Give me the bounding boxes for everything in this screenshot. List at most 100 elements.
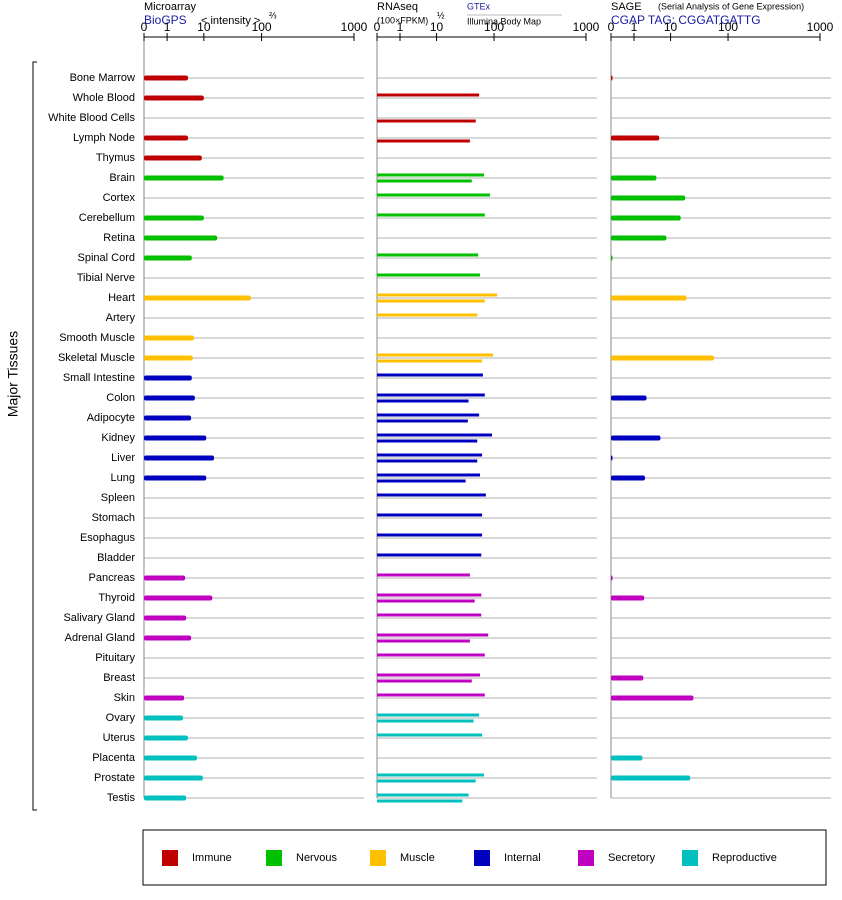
- x-tick-label: 0: [141, 20, 148, 34]
- axis-label: < intensity >: [201, 15, 260, 27]
- x-tick-label: 10: [197, 20, 211, 34]
- legend-label: Secretory: [608, 852, 656, 864]
- bar: [377, 613, 482, 617]
- bar: [377, 799, 463, 803]
- x-tick-label: 0: [374, 20, 381, 34]
- bar: [377, 533, 483, 537]
- bar: [144, 255, 192, 261]
- bar: [377, 633, 489, 637]
- bar: [377, 713, 480, 717]
- series-name: GTEx: [467, 1, 491, 11]
- bar: [144, 715, 183, 721]
- category-label: Cerebellum: [79, 212, 135, 224]
- legend-label: Muscle: [400, 852, 435, 864]
- category-label: White Blood Cells: [48, 112, 135, 124]
- bar: [611, 595, 645, 601]
- panel-title: RNAseq: [377, 1, 418, 13]
- bar: [144, 775, 203, 781]
- x-tick-label: 1000: [341, 20, 368, 34]
- x-tick-label: 100: [718, 20, 738, 34]
- bar: [144, 475, 207, 481]
- bar: [611, 575, 613, 581]
- bar: [144, 435, 207, 441]
- legend-label: Nervous: [296, 852, 337, 864]
- bar: [611, 755, 643, 761]
- bar: [377, 693, 485, 697]
- bar: [611, 295, 687, 301]
- axis-label: (100×FPKM): [377, 15, 428, 25]
- bar: [144, 455, 215, 461]
- bar: [377, 433, 492, 437]
- legend-label: Immune: [192, 852, 232, 864]
- bar: [377, 773, 485, 777]
- category-label: Pituitary: [95, 652, 135, 664]
- category-label: Colon: [106, 392, 135, 404]
- y-axis-label: Major Tissues: [5, 331, 21, 417]
- x-tick-label: 1: [164, 20, 171, 34]
- bar: [377, 493, 486, 497]
- legend-swatch: [682, 850, 698, 866]
- bar: [377, 173, 485, 177]
- bar: [144, 75, 188, 81]
- category-label: Adipocyte: [87, 412, 135, 424]
- category-label: Thyroid: [98, 592, 135, 604]
- bar: [377, 593, 482, 597]
- bar: [611, 215, 681, 221]
- bar: [377, 553, 482, 557]
- bar: [377, 353, 494, 357]
- bar: [377, 93, 480, 97]
- bar: [144, 375, 192, 381]
- bar: [377, 793, 469, 797]
- bar: [377, 679, 472, 683]
- panel-tag: CGAP TAG: CGGATGATTG: [611, 13, 761, 27]
- bar: [144, 235, 218, 241]
- bar: [611, 475, 646, 481]
- bar: [377, 459, 478, 463]
- bar: [377, 119, 476, 123]
- bar: [144, 95, 204, 101]
- category-label: Bone Marrow: [70, 72, 135, 84]
- bar: [611, 175, 657, 181]
- bar: [611, 135, 660, 141]
- category-label: Smooth Muscle: [59, 332, 135, 344]
- bar: [377, 573, 470, 577]
- x-tick-label: 1000: [807, 20, 834, 34]
- category-label: Skeletal Muscle: [58, 352, 135, 364]
- x-tick-label: 10: [664, 20, 678, 34]
- bar: [377, 273, 481, 277]
- bar: [377, 413, 480, 417]
- bar: [611, 455, 613, 461]
- x-tick-label: 1: [397, 20, 404, 34]
- bar: [611, 255, 613, 261]
- legend-swatch: [162, 850, 178, 866]
- axis-exponent: ⅔: [269, 10, 277, 20]
- bar: [377, 179, 472, 183]
- bar: [377, 373, 483, 377]
- x-tick-label: 100: [252, 20, 272, 34]
- category-label: Heart: [108, 292, 135, 304]
- category-label: Lung: [111, 472, 135, 484]
- category-label: Cortex: [103, 192, 136, 204]
- bar: [144, 635, 192, 641]
- bar: [377, 393, 485, 397]
- bar: [611, 355, 715, 361]
- bar: [144, 135, 188, 141]
- bar: [377, 293, 498, 297]
- bar: [144, 795, 187, 801]
- bar: [611, 195, 686, 201]
- bar: [377, 399, 469, 403]
- bar: [377, 359, 483, 363]
- bar: [377, 193, 490, 197]
- panel-title: Microarray: [144, 1, 196, 13]
- legend-swatch: [578, 850, 594, 866]
- legend-label: Reproductive: [712, 852, 777, 864]
- bar: [144, 695, 185, 701]
- legend-label: Internal: [504, 852, 541, 864]
- bar: [611, 675, 644, 681]
- bar: [377, 253, 479, 257]
- bar: [144, 295, 251, 301]
- bar: [144, 175, 224, 181]
- bracket: [32, 61, 37, 811]
- category-label: Tibial Nerve: [77, 272, 135, 284]
